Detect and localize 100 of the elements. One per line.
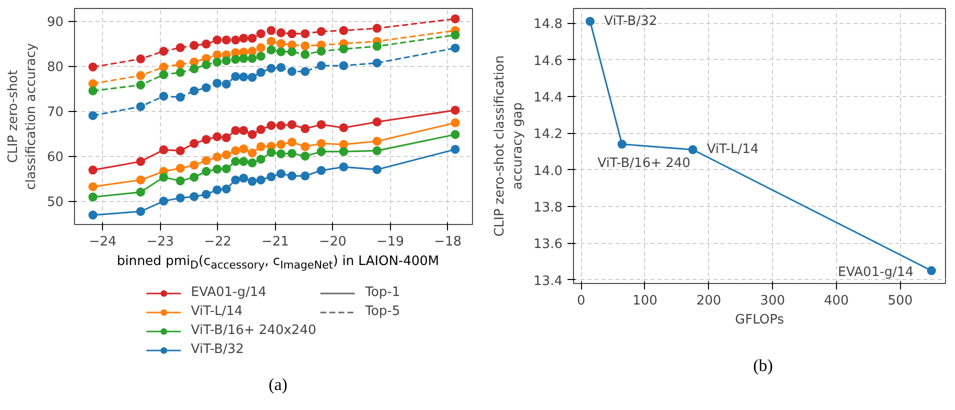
point bbox=[450, 44, 460, 53]
point bbox=[316, 46, 326, 56]
point bbox=[256, 29, 266, 38]
y-axis-title: CLIP zero-shot classification accuracy bbox=[6, 42, 39, 190]
point bbox=[88, 111, 98, 120]
y-tick-label: 13.6 bbox=[534, 237, 563, 252]
text: Top-1 bbox=[365, 285, 400, 300]
point bbox=[202, 166, 211, 176]
point bbox=[339, 26, 348, 36]
point bbox=[276, 169, 286, 178]
x-tick-label: 100 bbox=[632, 294, 658, 308]
legend-label: ViT-B/32 bbox=[190, 342, 244, 357]
point bbox=[300, 67, 310, 76]
point bbox=[231, 54, 240, 64]
point bbox=[190, 64, 199, 74]
point bbox=[248, 54, 257, 63]
y-tick-label: 13.4 bbox=[534, 274, 563, 289]
point bbox=[276, 28, 286, 38]
point bbox=[266, 172, 276, 182]
text: (b) bbox=[752, 355, 774, 377]
point bbox=[276, 39, 286, 48]
point bbox=[88, 192, 98, 202]
point bbox=[372, 117, 382, 126]
annotation: ViT-B/32 bbox=[604, 14, 658, 29]
point bbox=[190, 192, 199, 202]
text: (a) bbox=[268, 374, 288, 396]
point bbox=[256, 43, 266, 52]
point bbox=[239, 144, 248, 154]
point bbox=[248, 34, 257, 43]
point bbox=[190, 40, 199, 50]
point bbox=[276, 149, 286, 158]
point bbox=[239, 34, 248, 43]
point bbox=[287, 171, 296, 180]
point bbox=[688, 145, 698, 154]
point bbox=[136, 157, 146, 166]
annotation: ViT-B/16+ 240 bbox=[598, 156, 690, 172]
point bbox=[190, 139, 199, 148]
point bbox=[239, 126, 248, 135]
point bbox=[256, 175, 266, 184]
point bbox=[248, 158, 257, 168]
point bbox=[287, 120, 296, 130]
point bbox=[176, 193, 185, 202]
point bbox=[450, 144, 460, 154]
point bbox=[287, 29, 296, 38]
point bbox=[372, 42, 382, 51]
point bbox=[190, 172, 199, 182]
point bbox=[202, 156, 211, 166]
point bbox=[372, 136, 382, 146]
point bbox=[276, 62, 286, 72]
point bbox=[339, 147, 348, 156]
point bbox=[159, 46, 168, 56]
point bbox=[88, 62, 98, 72]
x-tick-label: −18 bbox=[434, 234, 462, 250]
x-tick-label: −24 bbox=[88, 234, 116, 250]
x-tick-label: 300 bbox=[760, 294, 785, 308]
point bbox=[266, 36, 276, 46]
point bbox=[239, 174, 248, 183]
point bbox=[300, 50, 310, 59]
point bbox=[450, 106, 460, 115]
y-tick-label: 90 bbox=[46, 15, 64, 30]
x-axis-title: binned pmi$_{D}$(c$_{accessory}$, c$_{ImageNet}$) in LAION-400M bbox=[116, 253, 440, 274]
point bbox=[276, 121, 286, 130]
point bbox=[300, 41, 310, 50]
point bbox=[450, 30, 460, 40]
point bbox=[231, 146, 240, 156]
x-tick-label: −20 bbox=[319, 234, 346, 250]
point bbox=[212, 152, 222, 162]
point bbox=[450, 118, 460, 128]
point bbox=[136, 102, 146, 112]
point bbox=[136, 80, 146, 90]
point bbox=[287, 67, 296, 76]
point bbox=[316, 166, 326, 175]
text: Top-5 bbox=[365, 304, 400, 319]
point bbox=[300, 29, 310, 38]
x-tick-label: −19 bbox=[376, 234, 404, 250]
x-axis-title: GFLOPs bbox=[735, 312, 784, 328]
point bbox=[136, 175, 146, 184]
x-tick-label: 500 bbox=[888, 294, 913, 308]
point bbox=[176, 43, 185, 52]
annotation: ViT-L/14 bbox=[706, 142, 759, 158]
y-tick-label: 13.8 bbox=[534, 200, 563, 216]
point bbox=[176, 164, 185, 173]
point bbox=[88, 182, 98, 192]
point bbox=[239, 72, 248, 82]
legend-label: ViT-B/16+ 240x240 bbox=[190, 323, 316, 338]
point bbox=[222, 164, 231, 174]
point bbox=[287, 47, 296, 56]
point bbox=[300, 171, 310, 180]
point bbox=[202, 134, 211, 144]
point bbox=[88, 86, 98, 96]
point bbox=[300, 124, 310, 134]
point bbox=[339, 61, 348, 70]
point bbox=[586, 16, 595, 26]
point bbox=[256, 68, 266, 77]
point bbox=[231, 175, 240, 184]
point bbox=[287, 138, 296, 147]
point bbox=[276, 140, 286, 149]
point bbox=[256, 125, 266, 134]
y-tick-label: 50 bbox=[46, 195, 64, 210]
y-tick-label: 14.0 bbox=[534, 164, 563, 179]
